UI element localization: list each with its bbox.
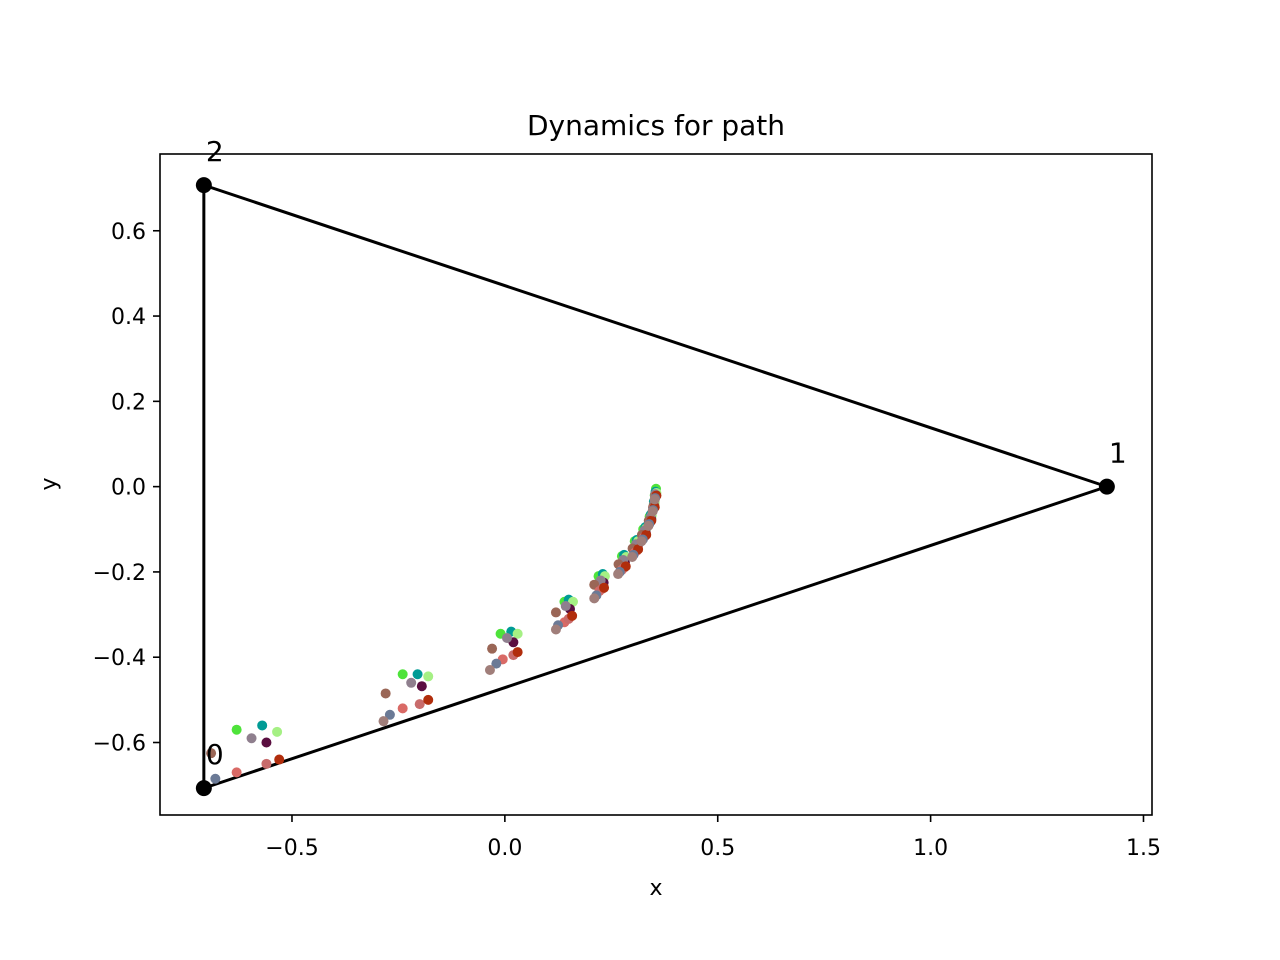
plot-frame (159, 153, 1153, 816)
x-tick-label: −0.5 (265, 836, 318, 861)
graph-vertex-2 (195, 177, 212, 194)
particle-point (406, 677, 417, 688)
particle-point (378, 716, 389, 727)
particle-point (501, 633, 512, 644)
graph-vertex-1 (1098, 478, 1115, 495)
y-tick-label: 0.0 (111, 476, 146, 501)
y-axis: −0.6 −0.4 −0.2 0.0 0.2 0.4 0.6 (93, 220, 160, 757)
chart-title: Dynamics for path (527, 109, 785, 142)
x-axis: −0.5 0.0 0.5 1.0 1.5 (265, 815, 1161, 861)
y-tick-label: 0.2 (111, 390, 146, 415)
particle-point (416, 681, 427, 692)
particle-point (589, 593, 600, 604)
particle-point (397, 669, 408, 680)
particle-point (423, 671, 434, 682)
particle-point (412, 669, 423, 680)
particle-point (649, 494, 660, 505)
vertex-label-0: 0 (206, 738, 224, 771)
y-tick-label: 0.4 (111, 305, 146, 330)
particle-point (613, 569, 624, 580)
particle-point (206, 748, 217, 759)
particle-point (274, 754, 285, 765)
particle-point (484, 665, 495, 676)
graph-edge-1 (203, 183, 1108, 489)
x-tick-label: 1.0 (913, 836, 948, 861)
particle-point (643, 520, 654, 531)
particle-point (567, 610, 578, 621)
particle-point (487, 643, 498, 654)
particle-point (423, 694, 434, 705)
y-tick-label: −0.6 (93, 732, 146, 757)
y-tick-label: 0.6 (111, 220, 146, 245)
particle-point (261, 737, 272, 748)
x-tick-label: 0.0 (487, 836, 522, 861)
particle-point (246, 733, 257, 744)
particle-point (261, 758, 272, 769)
x-tick-label: 0.5 (700, 836, 735, 861)
particle-point (397, 703, 408, 714)
particle-point (647, 506, 658, 517)
x-axis-label: x (649, 876, 662, 901)
graph-vertex-0 (195, 780, 212, 797)
particle-point (231, 724, 242, 735)
particle-point (636, 536, 647, 547)
y-tick-label: −0.4 (93, 646, 146, 671)
particle-point (380, 688, 391, 699)
particle-point (414, 699, 425, 710)
particle-point (512, 628, 523, 639)
graph-edge-0 (203, 485, 1108, 790)
particle-point (512, 647, 523, 658)
particle-point (599, 582, 610, 593)
particle-point (491, 658, 502, 669)
vertex-label-2: 2 (206, 135, 224, 168)
particle-point (257, 720, 268, 731)
particle-point (627, 551, 638, 562)
particle-point (231, 767, 242, 778)
plot-area: 0 1 2 (195, 135, 1127, 797)
particle-point (550, 624, 561, 635)
particle-point (210, 773, 221, 784)
particle-point (550, 607, 561, 618)
x-tick-label: 1.5 (1126, 836, 1161, 861)
particle-point (272, 726, 283, 737)
y-tick-label: −0.2 (93, 561, 146, 586)
vertex-label-1: 1 (1109, 437, 1127, 470)
y-axis-label: y (37, 477, 62, 490)
particle-point (384, 709, 395, 720)
particle-point (560, 601, 571, 612)
